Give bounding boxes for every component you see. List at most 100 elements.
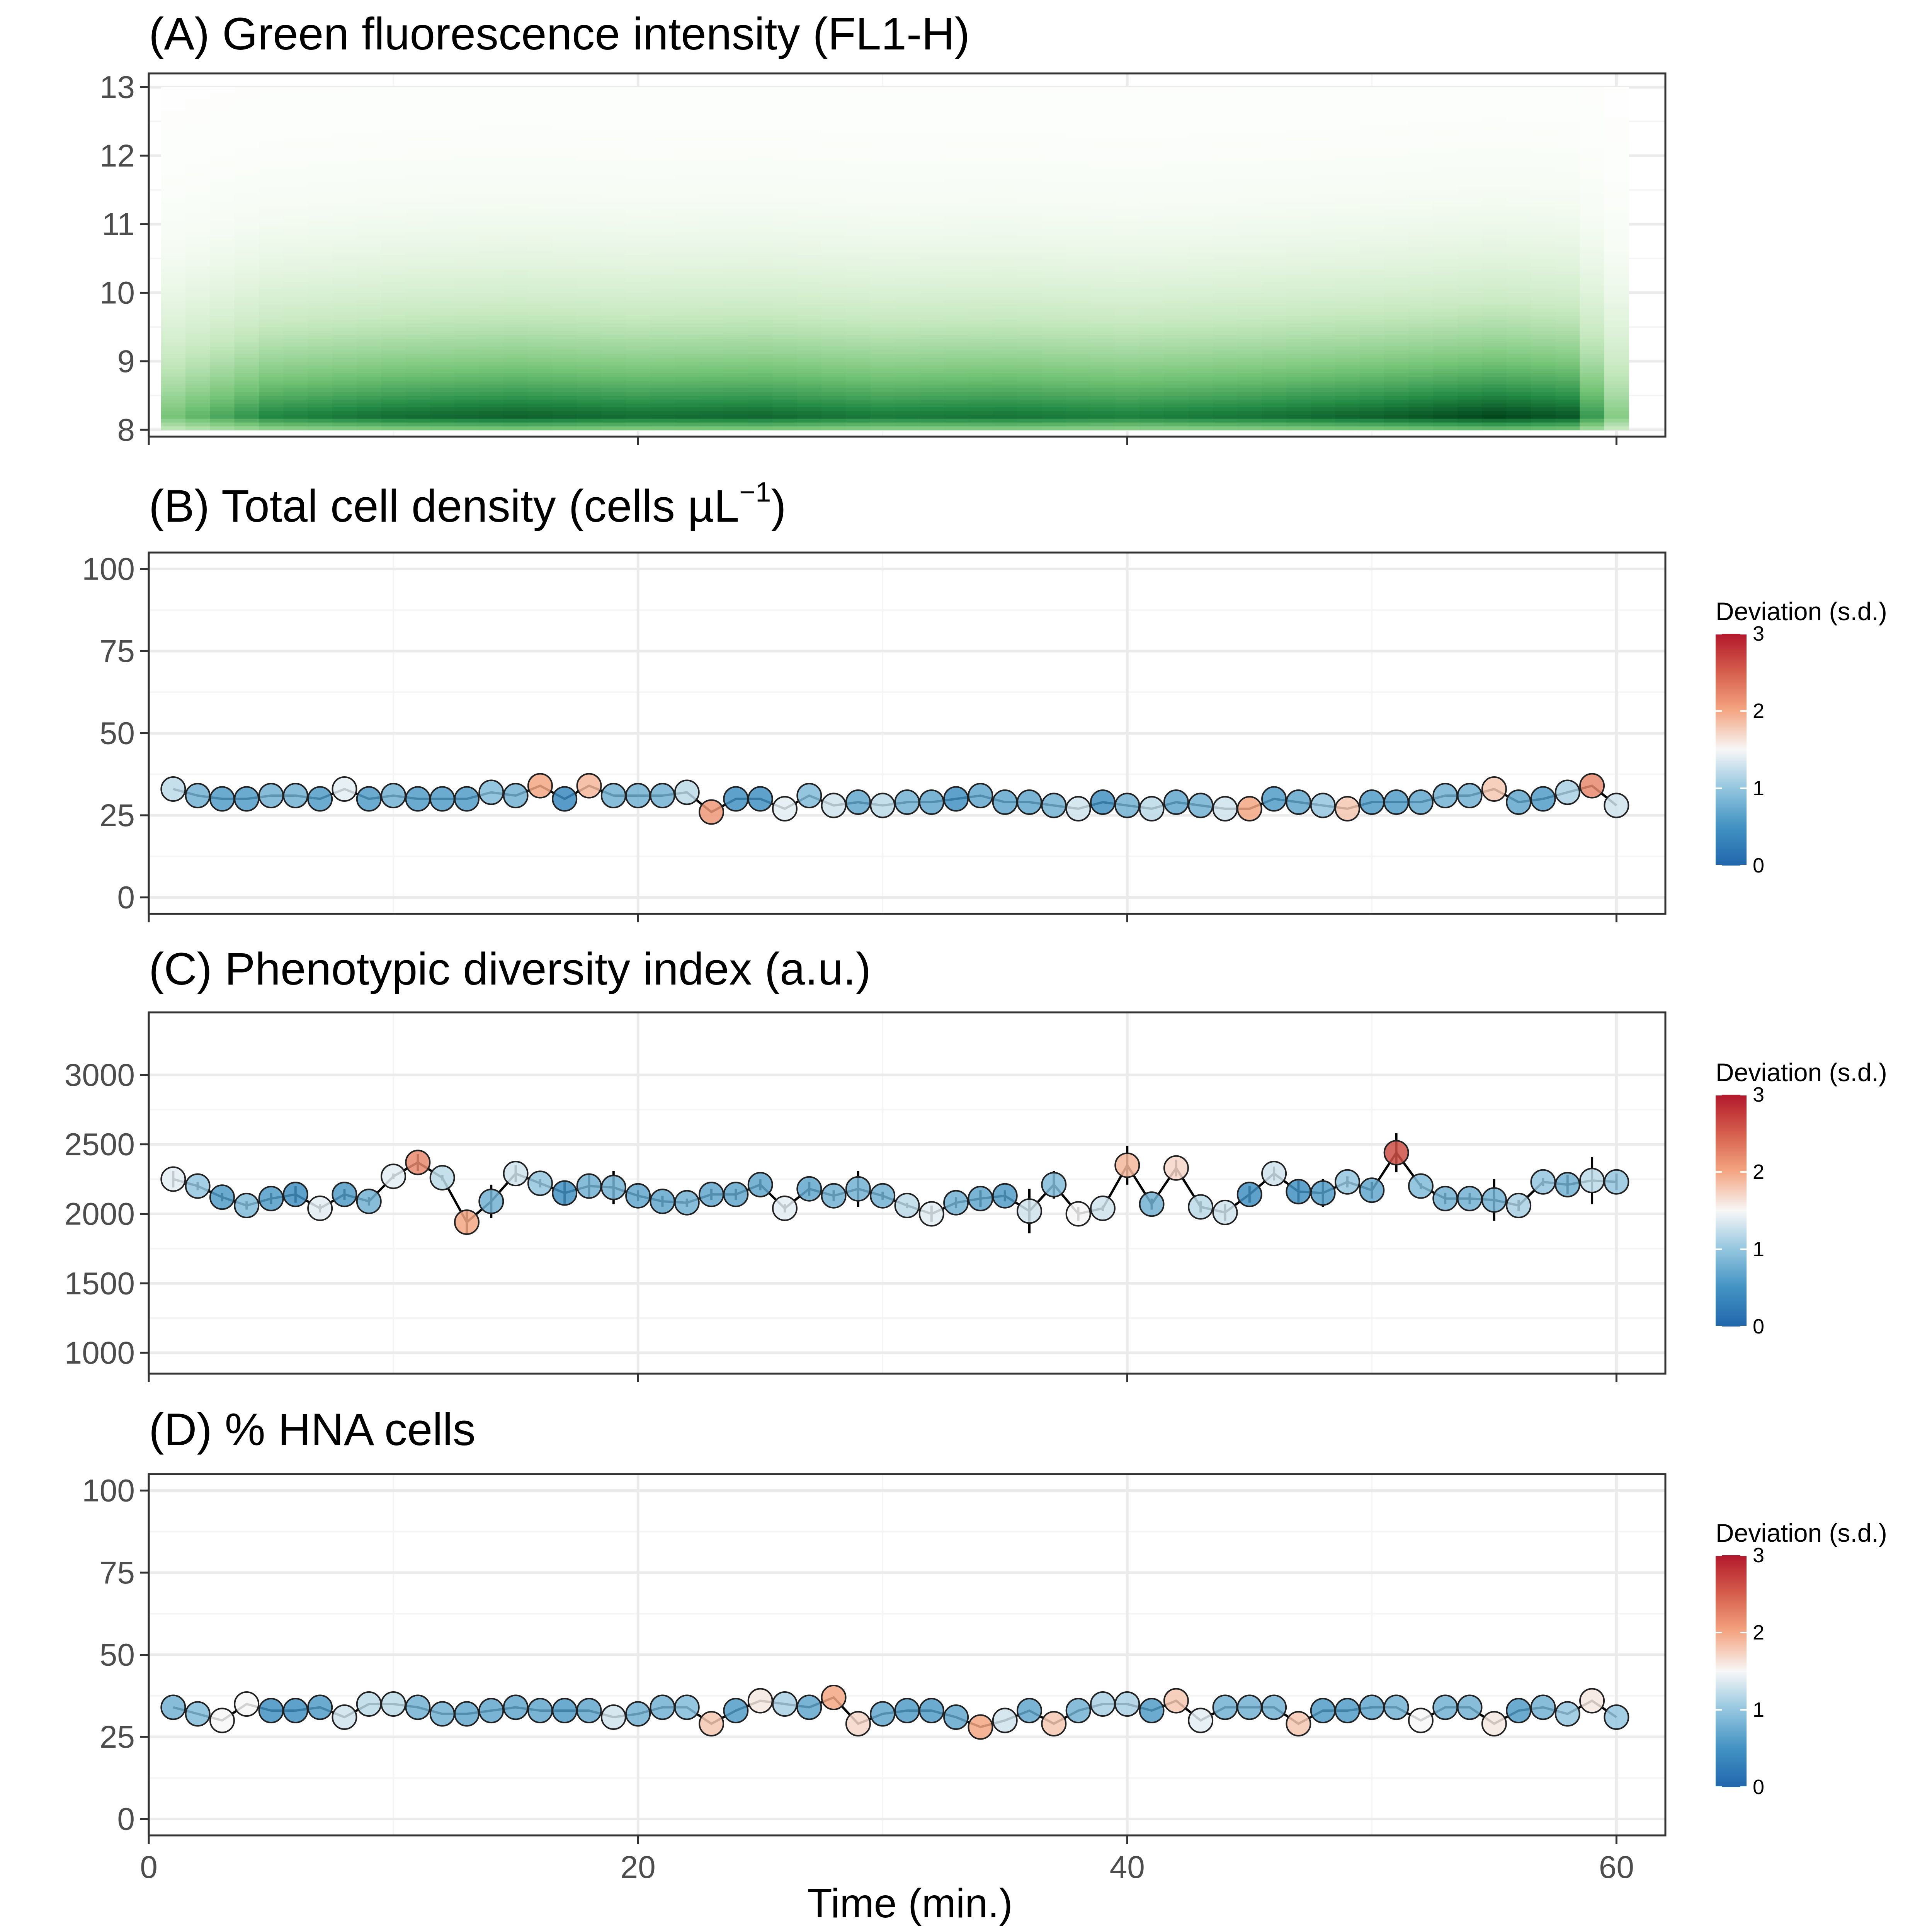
heatmap-cell xyxy=(1262,133,1287,137)
heatmap-cell xyxy=(308,331,333,335)
heatmap-cell xyxy=(185,99,211,103)
heatmap-cell xyxy=(870,388,895,392)
heatmap-cell xyxy=(1115,102,1140,107)
heatmap-cell xyxy=(381,148,406,152)
heatmap-cell xyxy=(503,95,529,99)
heatmap-cell xyxy=(601,243,626,248)
heatmap-cell xyxy=(308,235,333,240)
heatmap-cell xyxy=(234,243,259,248)
heatmap-cell xyxy=(772,376,798,381)
heatmap-cell xyxy=(332,114,357,118)
heatmap-cell xyxy=(1433,354,1458,358)
heatmap-cell xyxy=(993,342,1018,347)
heatmap-cell xyxy=(357,388,382,392)
heatmap-cell xyxy=(1237,159,1262,164)
heatmap-cell xyxy=(846,331,871,335)
heatmap-cell xyxy=(919,136,944,141)
heatmap-cell xyxy=(1433,384,1458,388)
heatmap-cell xyxy=(430,274,455,278)
heatmap-cell xyxy=(1384,163,1409,168)
heatmap-cell xyxy=(503,323,529,328)
heatmap-cell xyxy=(699,354,724,358)
heatmap-cell xyxy=(1164,346,1189,350)
heatmap-cell xyxy=(968,376,993,381)
heatmap-cell xyxy=(723,95,749,99)
heatmap-cell xyxy=(577,209,602,213)
heatmap-cell xyxy=(1457,197,1483,202)
heatmap-cell xyxy=(1482,216,1507,221)
heatmap-cell xyxy=(1090,407,1116,411)
heatmap-cell xyxy=(1237,354,1262,358)
heatmap-cell xyxy=(821,426,847,430)
heatmap-cell xyxy=(821,285,847,289)
heatmap-cell xyxy=(1237,125,1262,129)
heatmap-cell xyxy=(1115,117,1140,122)
heatmap-cell xyxy=(797,323,822,328)
heatmap-cell xyxy=(748,175,773,179)
heatmap-cell xyxy=(723,125,749,129)
heatmap-cell xyxy=(772,163,798,168)
heatmap-cell xyxy=(552,380,577,385)
heatmap-cell xyxy=(1237,369,1262,373)
heatmap-cell xyxy=(479,281,504,286)
heatmap-cell xyxy=(1090,311,1116,316)
heatmap-cell xyxy=(650,296,675,301)
heatmap-cell xyxy=(454,262,480,267)
heatmap-cell xyxy=(821,110,847,114)
heatmap-cell xyxy=(895,125,920,129)
heatmap-cell xyxy=(405,311,431,316)
heatmap-cell xyxy=(1506,346,1531,350)
heatmap-cell xyxy=(1384,148,1409,152)
heatmap-cell xyxy=(161,395,186,400)
heatmap-cell xyxy=(1384,155,1409,160)
heatmap-cell xyxy=(1066,167,1091,172)
heatmap-cell xyxy=(797,216,822,221)
heatmap-cell xyxy=(821,251,847,255)
heatmap-cell xyxy=(185,262,211,267)
heatmap-cell xyxy=(552,136,577,141)
heatmap-cell xyxy=(993,361,1018,366)
heatmap-cell xyxy=(1286,144,1311,149)
heatmap-cell xyxy=(259,300,284,305)
heatmap-cell xyxy=(1311,338,1336,343)
heatmap-cell xyxy=(210,91,235,95)
heatmap-cell xyxy=(723,346,749,350)
heatmap-cell xyxy=(1090,133,1116,137)
heatmap-cell xyxy=(1090,182,1116,187)
heatmap-cell xyxy=(332,338,357,343)
heatmap-cell xyxy=(870,136,895,141)
heatmap-cell xyxy=(577,167,602,172)
heatmap-cell xyxy=(1237,315,1262,320)
heatmap-cell xyxy=(944,354,969,358)
heatmap-cell xyxy=(577,151,602,156)
heatmap-cell xyxy=(332,91,357,95)
heatmap-cell xyxy=(1482,354,1507,358)
heatmap-cell xyxy=(1262,251,1287,255)
heatmap-cell xyxy=(650,266,675,270)
heatmap-cell xyxy=(405,361,431,366)
heatmap-cell xyxy=(283,197,308,202)
heatmap-cell xyxy=(528,163,553,168)
heatmap-cell xyxy=(1139,391,1165,396)
heatmap-cell xyxy=(577,106,602,111)
heatmap-cell xyxy=(748,391,773,396)
heatmap-cell xyxy=(234,159,259,164)
heatmap-cell xyxy=(772,399,798,404)
heatmap-cell xyxy=(626,319,651,324)
heatmap-cell xyxy=(1066,403,1091,408)
heatmap-cell xyxy=(1164,91,1189,95)
heatmap-cell xyxy=(1237,99,1262,103)
heatmap-cell xyxy=(552,243,577,248)
heatmap-cell xyxy=(479,239,504,244)
heatmap-cell xyxy=(259,270,284,274)
heatmap-cell xyxy=(503,426,529,430)
heatmap-cell xyxy=(210,140,235,145)
heatmap-cell xyxy=(870,121,895,126)
heatmap-cell xyxy=(895,163,920,168)
heatmap-cell xyxy=(577,247,602,252)
heatmap-cell xyxy=(1384,300,1409,305)
heatmap-cell xyxy=(1384,331,1409,335)
heatmap-cell xyxy=(161,91,186,95)
heatmap-cell xyxy=(968,357,993,362)
heatmap-cell xyxy=(332,346,357,350)
